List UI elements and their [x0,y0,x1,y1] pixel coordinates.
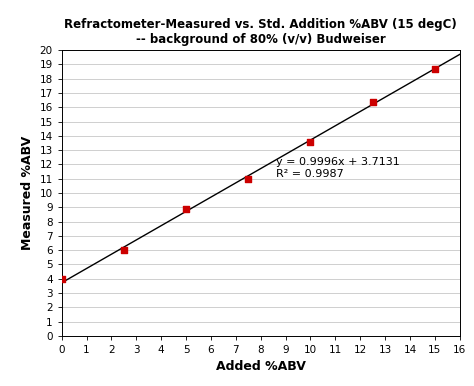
Point [307,139,314,145]
Point [245,176,252,182]
Point [369,98,376,105]
Point [120,247,128,253]
Point [431,66,438,72]
Text: y = 0.9996x + 3.7131
R² = 0.9987: y = 0.9996x + 3.7131 R² = 0.9987 [275,157,400,179]
Y-axis label: Measured %ABV: Measured %ABV [21,136,34,250]
Point [182,207,190,213]
X-axis label: Added %ABV: Added %ABV [216,361,306,373]
Point [58,276,65,283]
Title: Refractometer-Measured vs. Std. Addition %ABV (15 degC)
-- background of 80% (v/: Refractometer-Measured vs. Std. Addition… [64,18,457,46]
